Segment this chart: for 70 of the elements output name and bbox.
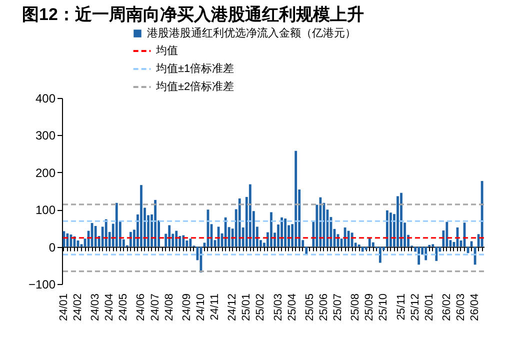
- y-tick-label: 200: [35, 166, 56, 180]
- bar: [168, 225, 171, 247]
- chart-title: 图12：近一周南向净买入港股通红利规模上升: [22, 5, 364, 24]
- bar: [175, 230, 178, 247]
- y-tick-label: 0: [48, 240, 56, 254]
- bar: [432, 244, 434, 247]
- bar: [435, 246, 438, 261]
- bar: [115, 202, 118, 247]
- bar: [294, 150, 298, 247]
- legend-label: 均值: [155, 45, 178, 57]
- bar: [390, 212, 392, 247]
- bar: [189, 238, 192, 247]
- x-tick-label: 25/08: [350, 294, 362, 322]
- x-tick-label: 25/04: [286, 294, 298, 322]
- x-tick-label: 24/11: [209, 294, 222, 320]
- x-tick-label: 24/03: [90, 294, 102, 322]
- y-tick-label: −100: [28, 278, 56, 292]
- bar: [62, 231, 66, 247]
- x-tick-label: 25/10: [378, 294, 390, 322]
- bar: [94, 226, 97, 247]
- bar: [480, 180, 484, 247]
- x-tick-label: 24/09: [180, 294, 193, 322]
- x-tick-label: 25/09: [364, 294, 376, 322]
- x-tick-label: 25/02: [254, 294, 267, 322]
- x-tick-label: 25/07: [332, 294, 344, 322]
- legend-label: 均值±2倍标准差: [155, 80, 234, 93]
- x-tick-label: 25/01: [240, 294, 253, 322]
- legend-label: 均值±1倍标准差: [155, 62, 234, 75]
- x-tick-label: 24/12: [226, 294, 239, 322]
- x-tick-label: 24/08: [163, 294, 176, 322]
- bar: [238, 198, 241, 247]
- x-tick-label: 25/03: [272, 294, 284, 322]
- x-tick-label: 24/06: [135, 294, 148, 322]
- x-tick-label: 26/01: [423, 294, 436, 322]
- bar: [270, 212, 272, 247]
- x-tick-label: 26/04: [469, 294, 482, 322]
- x-tick-label: 25/05: [304, 294, 316, 322]
- bar: [446, 222, 448, 247]
- legend-label: 港股港股通红利优选净流入金额（亿港元）: [147, 26, 356, 40]
- x-tick-label: 25/06: [318, 294, 330, 322]
- bar: [400, 192, 402, 247]
- bar: [104, 219, 108, 247]
- x-tick-label: 24/05: [118, 294, 130, 322]
- y-tick-label: 100: [35, 203, 56, 218]
- x-tick-label: 24/07: [149, 294, 162, 322]
- bar: [305, 246, 308, 254]
- x-tick-label: 24/02: [72, 294, 84, 322]
- bar: [396, 196, 399, 247]
- bar: [248, 184, 252, 247]
- x-tick-label: 25/11: [395, 294, 408, 320]
- y-tick-label: 400: [35, 92, 56, 106]
- bar: [280, 217, 283, 247]
- bar: [224, 217, 227, 247]
- y-tick-label: 300: [35, 128, 56, 143]
- bar: [378, 246, 382, 263]
- bar: [154, 200, 156, 247]
- x-tick-label: 24/04: [104, 294, 116, 322]
- bar: [319, 197, 322, 247]
- x-tick-label: 26/03: [454, 294, 467, 322]
- x-tick-label: 24/01: [58, 294, 70, 322]
- bar: [182, 235, 185, 247]
- bar: [140, 185, 142, 247]
- x-tick-label: 25/12: [409, 294, 422, 322]
- bar: [372, 242, 374, 247]
- x-tick-label: 24/10: [194, 294, 207, 322]
- bar: [66, 233, 69, 247]
- x-tick-label: 26/02: [440, 294, 453, 322]
- bar: [386, 210, 388, 247]
- bar: [418, 246, 420, 265]
- bar: [284, 218, 286, 247]
